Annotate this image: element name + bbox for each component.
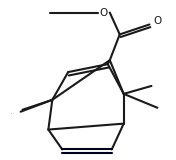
Text: O: O	[153, 16, 162, 26]
Text: CH₃: CH₃	[11, 113, 13, 114]
Text: O: O	[100, 8, 108, 18]
